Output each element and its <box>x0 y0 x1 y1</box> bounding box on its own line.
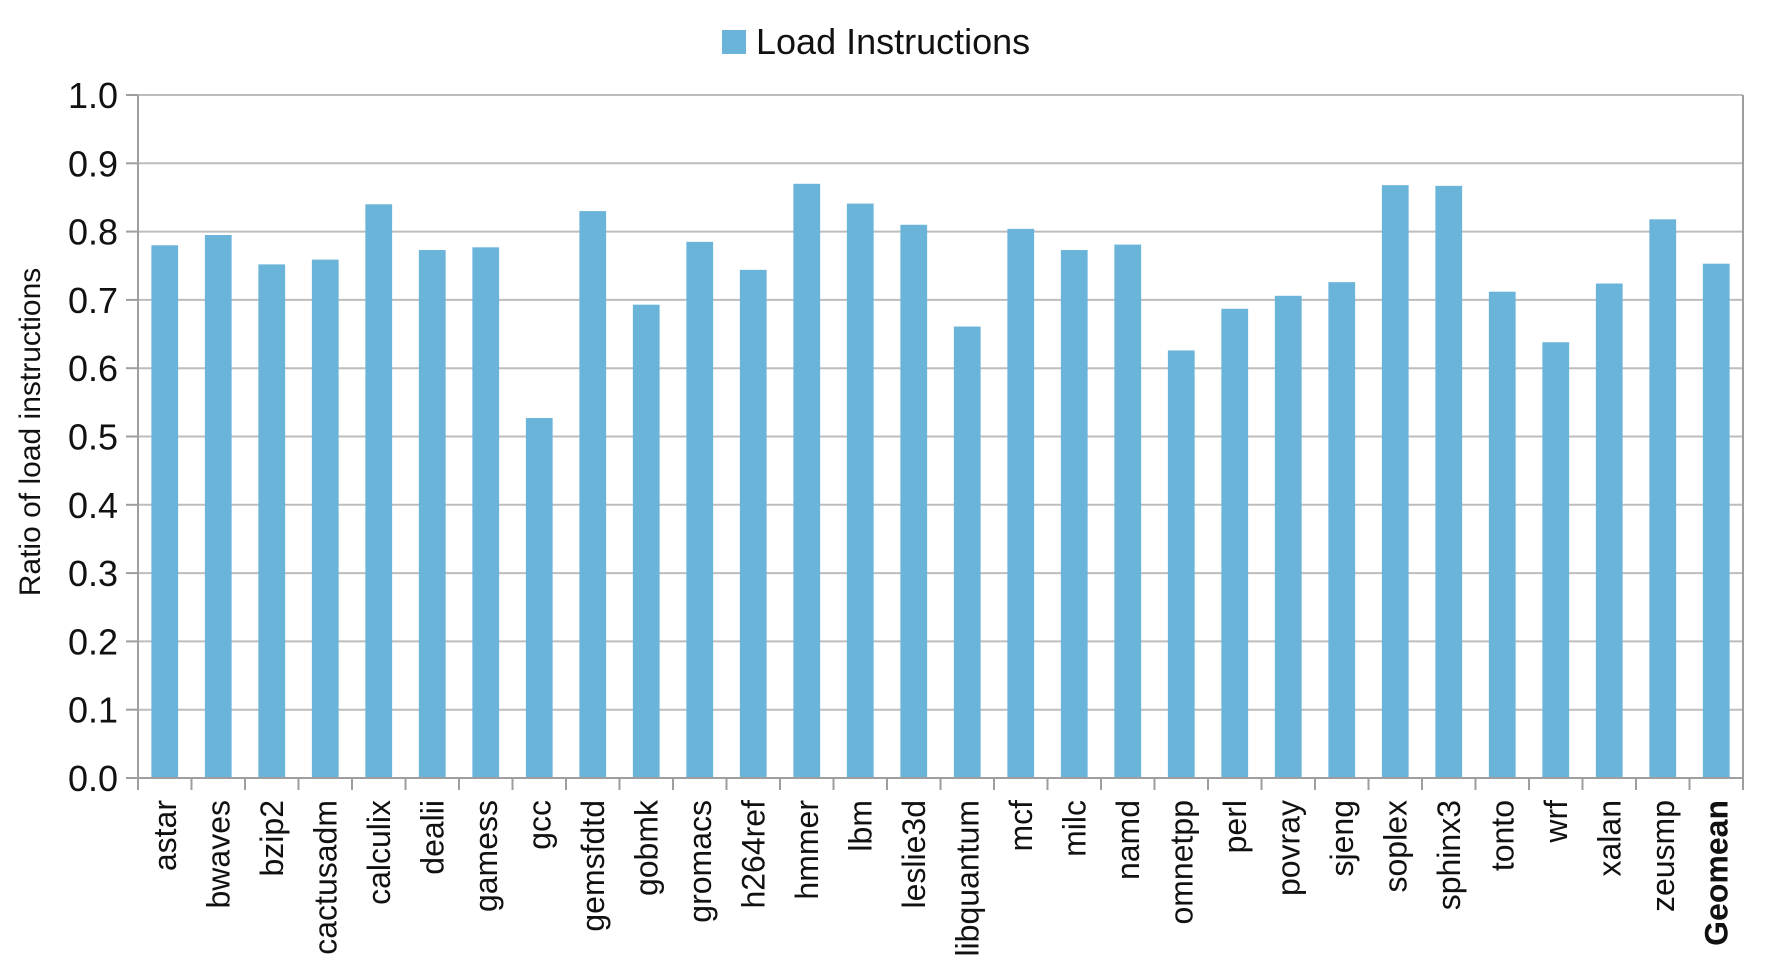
gridlines <box>126 94 1743 779</box>
bar-gamess[interactable] <box>472 247 500 778</box>
y-tick-label: 1.0 <box>68 75 118 116</box>
bar-sjeng[interactable] <box>1328 282 1356 778</box>
bars <box>151 183 1730 779</box>
bar-astar[interactable] <box>151 245 179 778</box>
x-tick-label: h264ref <box>735 800 771 909</box>
bar-h264ref[interactable] <box>739 269 767 778</box>
y-tick-label: 0.3 <box>68 553 118 594</box>
bar-perl[interactable] <box>1221 308 1249 778</box>
bar-gromacs[interactable] <box>686 241 714 779</box>
x-tick-label: namd <box>1110 800 1146 880</box>
legend-label: Load Instructions <box>756 21 1030 62</box>
x-tick-label: gobmk <box>628 799 664 896</box>
y-tick-label: 0.1 <box>68 690 118 731</box>
x-tick-label: milc <box>1056 800 1092 857</box>
x-tick-label: mcf <box>1003 800 1039 852</box>
x-tick-labels: astar bwaves bzip2 cactusadm calculix dealii g… <box>147 799 1735 957</box>
y-tick-label: 0.2 <box>68 621 118 662</box>
bar-milc[interactable] <box>1060 250 1088 778</box>
legend-swatch <box>722 30 746 54</box>
y-axis-title: Ratio of load instructions <box>14 268 47 597</box>
axes <box>137 95 1744 790</box>
x-tick-label: Geomean <box>1698 800 1734 946</box>
x-tick-label: calculix <box>361 800 397 905</box>
bar-lbm[interactable] <box>846 203 874 779</box>
bar-mcf[interactable] <box>1007 228 1035 779</box>
x-tick-label: lbm <box>842 800 878 852</box>
bar-wrf[interactable] <box>1542 342 1570 778</box>
y-tick-label: 0.9 <box>68 143 118 184</box>
y-tick-label: 0.0 <box>68 758 118 799</box>
y-tick-label: 0.4 <box>68 485 118 526</box>
bar-namd[interactable] <box>1114 244 1142 778</box>
x-tick-label: perl <box>1217 800 1253 853</box>
x-tick-label: cactusadm <box>307 800 343 955</box>
x-tick-label: leslie3d <box>896 800 932 909</box>
x-tick-label: bwaves <box>200 800 236 909</box>
bar-gcc[interactable] <box>525 418 553 778</box>
x-tick-label: astar <box>147 800 183 871</box>
bar-gemsfdtd[interactable] <box>579 211 607 779</box>
x-tick-label: povray <box>1270 800 1306 896</box>
x-tick-label: gamess <box>468 800 504 912</box>
x-tick-label: gromacs <box>682 800 718 923</box>
bar-sphinx3[interactable] <box>1435 185 1463 779</box>
x-tick-label: soplex <box>1377 800 1413 893</box>
bar-tonto[interactable] <box>1488 291 1516 778</box>
bar-bzip2[interactable] <box>258 264 286 778</box>
x-tick-label: tonto <box>1484 800 1520 871</box>
bar-dealii[interactable] <box>418 250 446 778</box>
x-tick-label: wrf <box>1538 800 1574 844</box>
x-tick-label: sphinx3 <box>1431 800 1467 910</box>
bar-libquantum[interactable] <box>953 326 981 778</box>
x-tick-label: dealii <box>414 800 450 875</box>
x-tick-label: bzip2 <box>254 800 290 877</box>
bar-gobmk[interactable] <box>632 304 660 778</box>
x-tick-label: sjeng <box>1324 800 1360 877</box>
x-tick-label: omnetpp <box>1163 800 1199 925</box>
legend[interactable]: Load Instructions <box>722 21 1030 62</box>
y-tick-label: 0.5 <box>68 417 118 458</box>
x-tick-label: hmmer <box>789 800 825 900</box>
bar-calculix[interactable] <box>365 204 393 778</box>
bar-zeusmp[interactable] <box>1649 219 1677 778</box>
bar-hmmer[interactable] <box>793 183 821 779</box>
y-tick-label: 0.8 <box>68 212 118 253</box>
x-tick-label: zeusmp <box>1645 800 1681 912</box>
bar-cactusadm[interactable] <box>311 259 339 778</box>
bar-soplex[interactable] <box>1381 185 1409 778</box>
bar-xalan[interactable] <box>1595 283 1623 778</box>
y-tick-labels: 0.0 0.1 0.2 0.3 0.4 0.5 0.6 0.7 0.8 0.9 1.0 <box>68 75 118 799</box>
bar-bwaves[interactable] <box>204 235 232 778</box>
bar-omnetpp[interactable] <box>1167 350 1195 778</box>
x-tick-label: xalan <box>1591 800 1627 877</box>
y-tick-label: 0.6 <box>68 348 118 389</box>
bar-povray[interactable] <box>1274 295 1302 778</box>
y-tick-label: 0.7 <box>68 280 118 321</box>
bar-leslie3d[interactable] <box>900 224 928 778</box>
x-tick-label: gcc <box>521 800 557 850</box>
x-tick-label: libquantum <box>949 800 985 957</box>
x-tick-label: gemsfdtd <box>575 800 611 932</box>
bar-geomean[interactable] <box>1702 263 1730 778</box>
